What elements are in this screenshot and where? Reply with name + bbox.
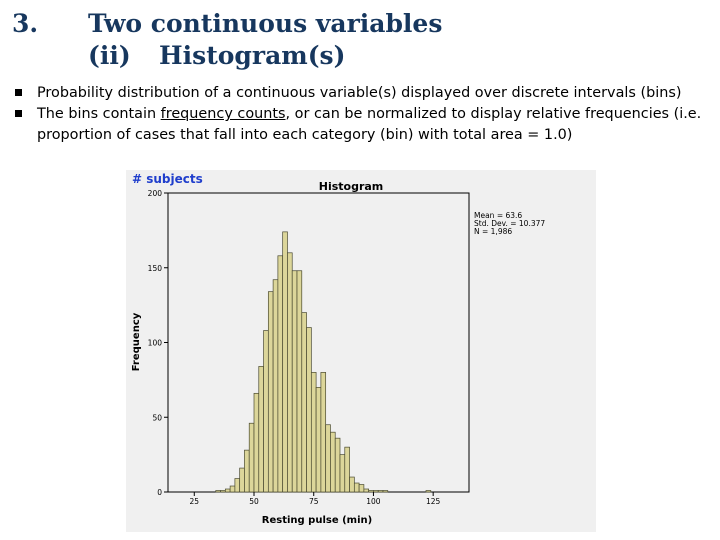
- histogram-bar: [325, 424, 331, 493]
- histogram-bar: [253, 392, 260, 493]
- histogram-bar: [368, 490, 374, 493]
- bullet-item: The bins contain frequency counts, or ca…: [14, 104, 714, 146]
- slide-title: 3. Two continuous variables (ii) Histogram…: [12, 8, 442, 72]
- x-axis-label: Resting pulse (min): [262, 515, 372, 526]
- section-title: Two continuous variables: [88, 9, 443, 38]
- y-tick-label: 100: [148, 339, 163, 348]
- histogram-bar: [244, 449, 250, 493]
- x-tick-label: 50: [249, 497, 259, 506]
- stat-mean: Mean = 63.6: [474, 211, 522, 220]
- subsection-title: Histogram(s): [159, 41, 346, 70]
- x-tick-label: 125: [426, 497, 441, 506]
- bars-group: [215, 231, 432, 493]
- bullet-square-icon: [15, 110, 22, 117]
- histogram-bar: [267, 291, 274, 493]
- histogram-bar: [234, 478, 241, 493]
- histogram-bar: [306, 327, 312, 493]
- histogram-bar: [296, 270, 303, 493]
- histogram-bar: [344, 446, 350, 493]
- bullet-text: The bins contain: [37, 106, 161, 122]
- histogram-bar: [349, 476, 355, 493]
- title-line-1: 3. Two continuous variables: [12, 8, 442, 40]
- bullet-text-cont: , or can be normalized to display relati…: [37, 106, 702, 143]
- subsection-number: (ii): [88, 41, 131, 70]
- x-tick-label: 75: [309, 497, 319, 506]
- histogram-bar: [272, 279, 279, 493]
- y-annotation: # subjects: [132, 172, 203, 186]
- histogram-bar: [220, 490, 226, 493]
- histogram-bar: [248, 422, 255, 493]
- histogram-bar: [291, 270, 298, 493]
- histogram-bar: [330, 431, 336, 493]
- histogram-bar: [425, 490, 432, 493]
- bullet-item: Probability distribution of a continuous…: [14, 83, 714, 104]
- bullet-square-icon: [15, 89, 22, 96]
- histogram-bar: [377, 490, 384, 493]
- histogram-bar: [282, 231, 288, 493]
- stat-n: N = 1,986: [474, 227, 512, 236]
- histogram-bar: [334, 437, 341, 493]
- histogram-bar: [287, 252, 293, 493]
- histogram-bar: [363, 488, 370, 493]
- bullet-list: Probability distribution of a continuous…: [14, 83, 714, 146]
- histogram-bar: [263, 330, 269, 493]
- title-line-2: (ii) Histogram(s): [12, 40, 442, 72]
- histogram-bar: [277, 255, 284, 493]
- histogram-bar: [301, 312, 307, 493]
- y-axis-label: Frequency: [131, 312, 142, 371]
- histogram-bar: [239, 467, 245, 493]
- histogram-bar: [382, 490, 389, 493]
- histogram-bar: [224, 488, 231, 493]
- x-tick-label: 100: [366, 497, 381, 506]
- section-number: 3.: [12, 9, 39, 38]
- histogram-bar: [373, 490, 379, 493]
- x-tick-label: 25: [190, 497, 200, 506]
- bullet-underlined-text: frequency counts: [160, 106, 286, 122]
- histogram-bar: [358, 484, 365, 493]
- histogram-bar: [258, 366, 264, 493]
- histogram-bar: [339, 454, 346, 493]
- y-tick-label: 150: [148, 264, 163, 273]
- y-tick-label: 0: [157, 488, 162, 497]
- histogram-bar: [320, 372, 327, 493]
- bullet-text: Probability distribution of a continuous…: [37, 85, 682, 101]
- ticks-group: 0 50 100 150 200 25 50 75 100 125: [148, 189, 441, 506]
- histogram-bar: [310, 372, 317, 493]
- histogram-bar: [315, 387, 322, 493]
- y-tick-label: 200: [148, 189, 163, 198]
- histogram-bar: [229, 485, 236, 493]
- histogram-bar: [215, 490, 221, 493]
- y-tick-label: 50: [152, 413, 162, 422]
- histogram-bar: [353, 482, 360, 493]
- chart-title: Histogram: [319, 180, 384, 193]
- stat-std-dev: Std. Dev. = 10.377: [474, 219, 545, 228]
